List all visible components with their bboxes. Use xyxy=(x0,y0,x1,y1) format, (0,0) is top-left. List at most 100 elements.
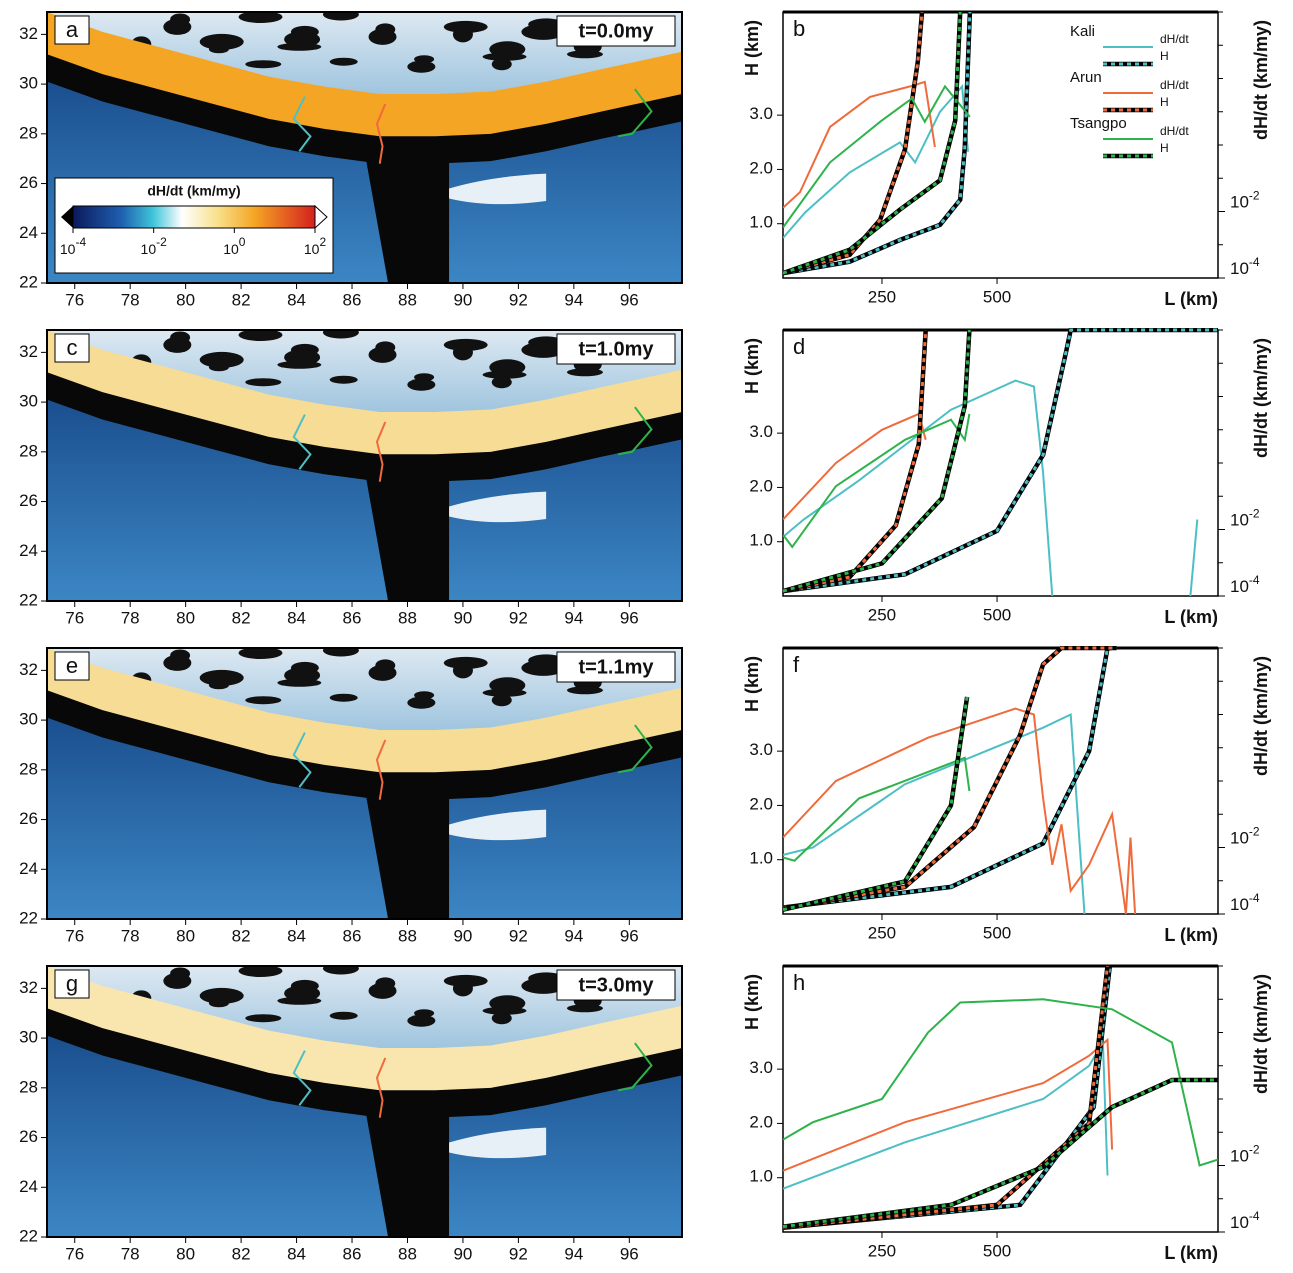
tick-base: 3.0 xyxy=(749,105,773,124)
series-line xyxy=(783,965,1109,1230)
plateau-basin xyxy=(566,50,603,59)
x-tick-label: 92 xyxy=(509,290,528,309)
tick-label: 3.0 xyxy=(749,423,773,442)
x-tick-label: 90 xyxy=(453,1244,472,1263)
range-band xyxy=(47,966,682,1091)
series-line-base xyxy=(783,965,1113,1230)
tick-base: 2.0 xyxy=(749,795,773,814)
tick-base: 10 xyxy=(60,241,76,257)
series-line xyxy=(783,379,1199,597)
plateau-basin xyxy=(245,378,282,387)
plateau-basin xyxy=(566,1004,603,1013)
x-tick-label: 86 xyxy=(343,926,362,945)
plateau-basin xyxy=(521,341,566,358)
x-tick-label: 78 xyxy=(121,290,140,309)
arun-river xyxy=(375,1057,387,1118)
tick-label: 10-2 xyxy=(1230,507,1260,530)
plateau-basin xyxy=(407,378,436,391)
y-tick-label: 32 xyxy=(19,660,38,679)
series-line-base xyxy=(783,646,1113,911)
shillong xyxy=(449,809,547,841)
lines xyxy=(783,11,973,276)
colorbar-low xyxy=(61,206,73,228)
map-frame xyxy=(46,11,683,284)
lines xyxy=(783,965,1218,1230)
series-line xyxy=(783,329,971,593)
y2-axis-label: dH/dt (km/my) xyxy=(1251,656,1271,776)
series-line xyxy=(783,80,936,209)
series-line xyxy=(783,1037,1114,1172)
y-axis-label: H (km) xyxy=(742,338,762,394)
plateau-basin xyxy=(566,686,603,695)
x-tick-label: 500 xyxy=(983,1241,1011,1260)
y-tick-label: 28 xyxy=(19,759,38,778)
tick-label: 10-4 xyxy=(1230,255,1260,278)
plateau-basin xyxy=(329,375,358,384)
tick-base: 10 xyxy=(223,241,239,257)
tick-label: 2.0 xyxy=(749,477,773,496)
tsangpo-river xyxy=(618,406,653,456)
plateau-basin xyxy=(452,980,473,997)
y-tick-label: 22 xyxy=(19,590,38,609)
panel-label: c xyxy=(67,335,78,360)
plateau-basin xyxy=(368,664,397,681)
y-tick-label: 24 xyxy=(19,223,38,242)
plateau-basin xyxy=(482,688,527,697)
tick-base: 2.0 xyxy=(749,1113,773,1132)
x-tick-label: 500 xyxy=(983,287,1011,306)
plateau-basin xyxy=(277,678,322,687)
series-line-base xyxy=(783,328,1218,594)
tick-label: 3.0 xyxy=(749,105,773,124)
tick-base: 1.0 xyxy=(749,849,773,868)
tick-label: 10-2 xyxy=(1230,189,1260,212)
lines xyxy=(783,328,1218,597)
panel-label: b xyxy=(793,16,805,41)
series-line xyxy=(783,1039,1109,1190)
x-tick-label: 78 xyxy=(121,926,140,945)
plateau-basin xyxy=(368,982,397,999)
tick-label: 1.0 xyxy=(749,531,773,550)
y-tick-label: 22 xyxy=(19,908,38,927)
y2-axis-label: dH/dt (km/my) xyxy=(1251,20,1271,140)
plateau-basin xyxy=(566,368,603,377)
x-tick-label: 78 xyxy=(121,608,140,627)
colorbar-high xyxy=(314,204,328,230)
map-panel: e t=1.1my 76 78 80 82 84 86 88 90 92 94 96 22 24 26 28 30… xyxy=(19,647,683,945)
tick-base: 10 xyxy=(1230,577,1249,596)
x-tick-label: 92 xyxy=(509,608,528,627)
y-tick-label: 30 xyxy=(19,710,38,729)
tick-label: 10-4 xyxy=(1230,891,1260,914)
x-tick-label: 96 xyxy=(620,608,639,627)
tick-base: 10 xyxy=(1230,829,1249,848)
x-tick-label: 86 xyxy=(343,608,362,627)
series-line xyxy=(783,83,969,239)
legend-label: dH/dt xyxy=(1160,124,1189,138)
india-lowland xyxy=(47,717,682,919)
plot-frame xyxy=(782,965,1219,1233)
y-tick-label: 30 xyxy=(19,392,38,411)
x-tick-label: 80 xyxy=(176,290,195,309)
legend-label: H xyxy=(1160,49,1169,63)
plateau-basin xyxy=(322,648,359,657)
arun-river xyxy=(375,739,387,800)
x-tick-label: 92 xyxy=(509,1244,528,1263)
series-line xyxy=(783,328,1218,593)
plateau-basin xyxy=(277,360,322,369)
panel-label: e xyxy=(66,653,78,678)
map-image xyxy=(47,648,682,919)
kali-river xyxy=(292,732,312,788)
arun-river xyxy=(375,421,387,482)
colorbar xyxy=(72,205,316,229)
plateau-basin xyxy=(322,330,359,339)
y2-axis-label: dH/dt (km/my) xyxy=(1251,338,1271,458)
series-line-base xyxy=(783,696,970,912)
panel-label-box xyxy=(54,333,90,363)
x-tick-label: 88 xyxy=(398,608,417,627)
plateau-basin xyxy=(238,648,283,659)
range-band xyxy=(47,12,682,137)
series-line-base xyxy=(783,329,972,594)
plateau-basin xyxy=(329,57,358,66)
x-axis-label: L (km) xyxy=(1164,289,1218,309)
series-line xyxy=(783,712,1086,915)
